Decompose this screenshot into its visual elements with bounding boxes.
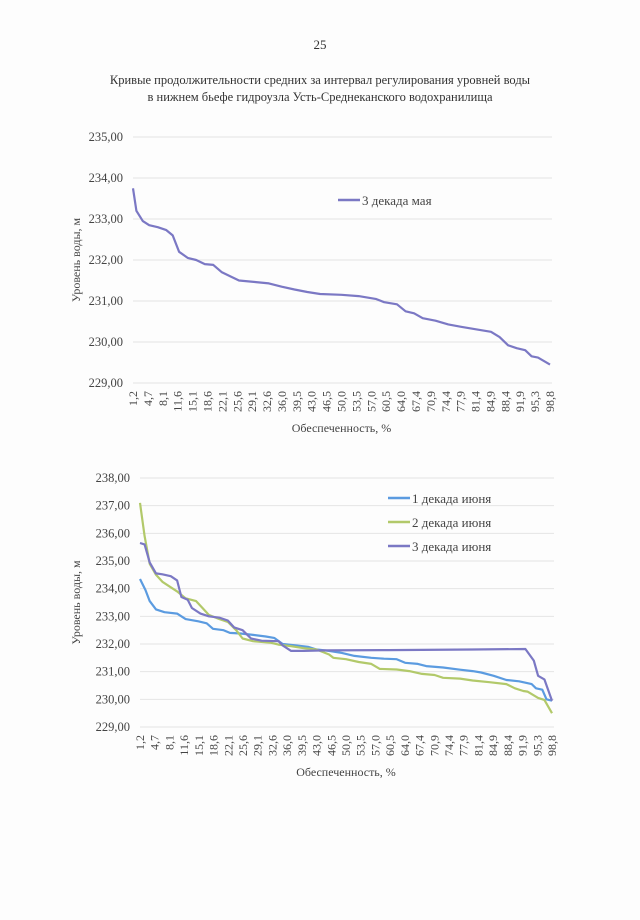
title-line-2: в нижнем бьефе гидроузла Усть-Среднеканс… <box>147 90 493 104</box>
x-tick-label: 64,0 <box>394 391 408 412</box>
x-tick-label: 22,1 <box>215 391 229 412</box>
y-tick-label: 232,00 <box>96 637 130 651</box>
y-tick-label: 234,00 <box>89 171 123 185</box>
series-line <box>139 541 554 702</box>
y-tick-label: 235,00 <box>89 130 123 144</box>
y-tick-label: 232,00 <box>89 253 123 267</box>
y-tick-label: 236,00 <box>96 526 130 540</box>
y-tick-label: 235,00 <box>96 554 130 568</box>
x-tick-label: 29,1 <box>245 391 259 412</box>
y-tick-label: 231,00 <box>96 665 130 679</box>
x-tick-label: 67,4 <box>413 735 427 756</box>
x-tick-label: 11,6 <box>171 391 185 412</box>
x-tick-label: 4,7 <box>148 735 162 750</box>
x-tick-label: 60,5 <box>379 391 393 412</box>
x-tick-label: 53,5 <box>354 735 368 756</box>
page-number: 25 <box>313 37 327 52</box>
x-tick-label: 50,0 <box>335 391 349 412</box>
x-tick-label: 98,8 <box>543 391 557 412</box>
x-tick-label: 88,4 <box>501 735 515 756</box>
y-tick-label: 230,00 <box>96 692 130 706</box>
y-axis-label: Уровень воды, м <box>69 217 83 302</box>
x-tick-label: 84,9 <box>483 391 497 412</box>
x-tick-label: 50,0 <box>339 735 353 756</box>
y-tick-label: 233,00 <box>96 609 130 623</box>
x-axis-label: Обеспеченность, % <box>296 765 396 779</box>
x-tick-label: 32,6 <box>265 735 279 756</box>
x-tick-label: 81,4 <box>471 735 485 756</box>
x-tick-label: 39,5 <box>290 391 304 412</box>
x-tick-label: 95,3 <box>528 391 542 412</box>
x-tick-label: 74,4 <box>442 735 456 756</box>
x-tick-label: 77,9 <box>457 735 471 756</box>
x-tick-label: 25,6 <box>230 391 244 412</box>
y-tick-label: 229,00 <box>96 720 130 734</box>
document-title: Кривые продолжительности средних за инте… <box>60 72 580 106</box>
x-tick-label: 95,3 <box>530 735 544 756</box>
y-tick-label: 231,00 <box>89 294 123 308</box>
x-tick-label: 74,4 <box>439 391 453 412</box>
x-tick-label: 57,0 <box>364 391 378 412</box>
x-tick-label: 36,0 <box>275 391 289 412</box>
x-tick-label: 25,6 <box>236 735 250 756</box>
x-tick-label: 1,2 <box>126 391 140 406</box>
x-tick-label: 4,7 <box>141 391 155 406</box>
y-tick-label: 238,00 <box>96 471 130 485</box>
x-tick-label: 70,9 <box>427 735 441 756</box>
x-tick-label: 11,6 <box>177 735 191 756</box>
x-tick-label: 91,9 <box>513 391 527 412</box>
x-tick-label: 70,9 <box>424 391 438 412</box>
legend-label: 3 декада мая <box>362 193 432 208</box>
x-tick-label: 8,1 <box>162 735 176 750</box>
x-tick-label: 67,4 <box>409 391 423 412</box>
x-tick-label: 88,4 <box>498 391 512 412</box>
x-tick-label: 46,5 <box>324 735 338 756</box>
x-tick-label: 43,0 <box>305 391 319 412</box>
x-tick-label: 22,1 <box>221 735 235 756</box>
legend-label: 3 декада июня <box>412 539 491 554</box>
x-tick-label: 43,0 <box>310 735 324 756</box>
x-tick-label: 15,1 <box>192 735 206 756</box>
y-tick-label: 233,00 <box>89 212 123 226</box>
legend-label: 1 декада июня <box>412 491 491 506</box>
x-tick-label: 84,9 <box>486 735 500 756</box>
x-tick-label: 53,5 <box>349 391 363 412</box>
x-tick-label: 98,8 <box>545 735 559 756</box>
x-tick-label: 15,1 <box>186 391 200 412</box>
x-tick-label: 18,6 <box>200 391 214 412</box>
series-line <box>131 188 551 366</box>
series-line <box>138 502 553 714</box>
x-tick-label: 1,2 <box>133 735 147 750</box>
x-tick-label: 18,6 <box>207 735 221 756</box>
x-tick-label: 36,0 <box>280 735 294 756</box>
x-tick-label: 46,5 <box>320 391 334 412</box>
x-tick-label: 57,0 <box>368 735 382 756</box>
legend-label: 2 декада июня <box>412 515 491 530</box>
x-tick-label: 39,5 <box>295 735 309 756</box>
x-tick-label: 60,5 <box>383 735 397 756</box>
x-tick-label: 77,9 <box>454 391 468 412</box>
y-axis-label: Уровень воды, м <box>69 560 83 645</box>
y-tick-label: 237,00 <box>96 499 130 513</box>
x-tick-label: 8,1 <box>156 391 170 406</box>
x-tick-label: 81,4 <box>469 391 483 412</box>
x-tick-label: 91,9 <box>516 735 530 756</box>
x-tick-label: 29,1 <box>251 735 265 756</box>
title-line-1: Кривые продолжительности средних за инте… <box>109 73 531 87</box>
y-tick-label: 229,00 <box>89 376 123 390</box>
y-tick-label: 230,00 <box>89 335 123 349</box>
x-axis-label: Обеспеченность, % <box>292 421 392 435</box>
y-tick-label: 234,00 <box>96 582 130 596</box>
x-tick-label: 64,0 <box>398 735 412 756</box>
x-tick-label: 32,6 <box>260 391 274 412</box>
